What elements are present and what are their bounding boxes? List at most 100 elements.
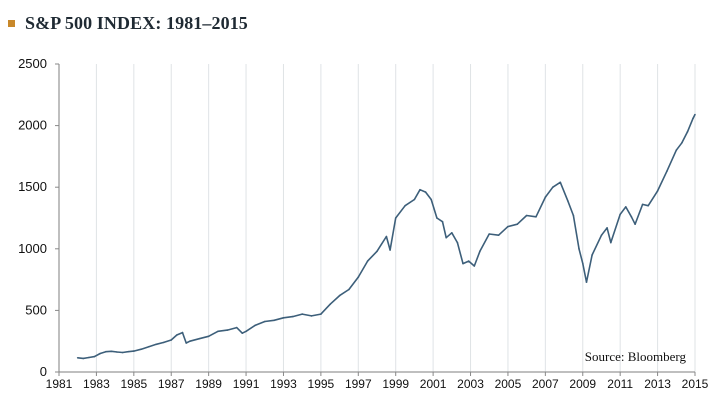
data-point (82, 357, 85, 360)
data-point (189, 340, 191, 343)
y-tick-label: 2500 (18, 56, 47, 71)
data-point (163, 341, 165, 344)
data-point (456, 241, 459, 244)
data-point (559, 181, 562, 184)
data-point (462, 262, 464, 265)
data-point (488, 233, 491, 235)
data-point (394, 217, 397, 219)
data-point (110, 350, 113, 353)
data-point (451, 232, 453, 234)
x-axis-ticks: 1981 1983 1985 1987 1989 1991 1993 1995 1997 1999… (46, 372, 709, 391)
chart-title-row: S&P 500 INDEX: 1981–2015 (8, 10, 248, 36)
data-point (366, 260, 369, 262)
data-point (497, 234, 500, 236)
data-point (181, 331, 184, 334)
data-point (606, 227, 608, 229)
x-tick-label: 1983 (83, 377, 110, 391)
data-point (578, 248, 580, 250)
data-point (641, 203, 644, 206)
x-tick-label: 1993 (270, 377, 297, 391)
x-tick-label: 2007 (532, 377, 559, 391)
data-point (567, 200, 569, 202)
x-tick-label: 1999 (382, 377, 409, 391)
data-point (207, 335, 210, 338)
data-point (389, 249, 391, 251)
chart-grid (58, 64, 696, 372)
x-tick-label: 2003 (457, 377, 484, 391)
x-tick-label: 1981 (46, 377, 73, 391)
data-point (552, 186, 554, 188)
data-point (226, 329, 229, 331)
data-point (572, 214, 575, 217)
data-point (479, 250, 481, 253)
data-point (292, 315, 294, 318)
data-point (170, 339, 172, 341)
data-point (264, 320, 266, 323)
data-point (525, 214, 528, 217)
data-point (127, 350, 129, 353)
data-point (544, 196, 547, 198)
data-point (133, 350, 135, 352)
x-tick-label: 2005 (495, 377, 522, 391)
data-point (235, 326, 238, 329)
x-tick-label: 2009 (569, 377, 596, 391)
data-point (121, 351, 124, 354)
data-point (140, 348, 143, 351)
data-point (241, 332, 244, 335)
data-point (694, 113, 696, 116)
data-point (348, 288, 350, 291)
y-tick-label: 0 (40, 364, 47, 379)
data-point (185, 342, 187, 344)
data-point (357, 276, 360, 278)
x-tick-label: 1995 (308, 377, 335, 391)
x-tick-label: 2015 (682, 377, 709, 391)
series-layer (76, 113, 696, 360)
title-bullet-icon (8, 19, 15, 27)
data-point (310, 315, 313, 317)
chart-title: S&P 500 INDEX: 1981–2015 (25, 12, 248, 33)
data-point (610, 241, 612, 244)
data-point (338, 294, 341, 297)
data-point (93, 355, 96, 358)
data-point (681, 142, 683, 144)
data-point (254, 324, 257, 327)
chart-axes (58, 64, 695, 373)
data-point (516, 223, 519, 225)
data-point (424, 191, 427, 193)
data-point (148, 345, 150, 348)
data-point (686, 131, 689, 133)
y-axis-ticks: 0 500 1000 1500 2000 2500 (18, 56, 59, 379)
data-point (692, 117, 694, 119)
data-point (656, 190, 659, 192)
x-tick-label: 1987 (158, 377, 185, 391)
data-point (634, 223, 636, 225)
x-tick-label: 1985 (120, 377, 147, 391)
data-point (273, 319, 275, 322)
data-point (473, 265, 476, 267)
data-point (467, 260, 470, 262)
data-point (176, 334, 178, 336)
data-point (535, 216, 537, 218)
data-point (376, 250, 378, 253)
x-tick-label: 1991 (233, 377, 260, 391)
data-point (155, 343, 158, 346)
data-point (88, 356, 90, 359)
data-point (675, 149, 678, 151)
data-point (105, 350, 107, 353)
data-point (436, 217, 438, 219)
data-point (441, 220, 444, 223)
data-point (430, 198, 433, 201)
y-tick-label: 1500 (18, 179, 47, 194)
source-annotation: Source: Bloomberg (585, 349, 687, 364)
data-point (630, 216, 633, 218)
y-tick-label: 1000 (18, 241, 47, 256)
data-point (301, 313, 304, 315)
y-tick-label: 2000 (18, 118, 47, 133)
x-tick-label: 2013 (644, 377, 671, 391)
data-point (666, 170, 668, 172)
data-point (245, 330, 247, 333)
data-point (385, 235, 388, 238)
data-point (600, 234, 603, 236)
data-point (404, 204, 406, 207)
